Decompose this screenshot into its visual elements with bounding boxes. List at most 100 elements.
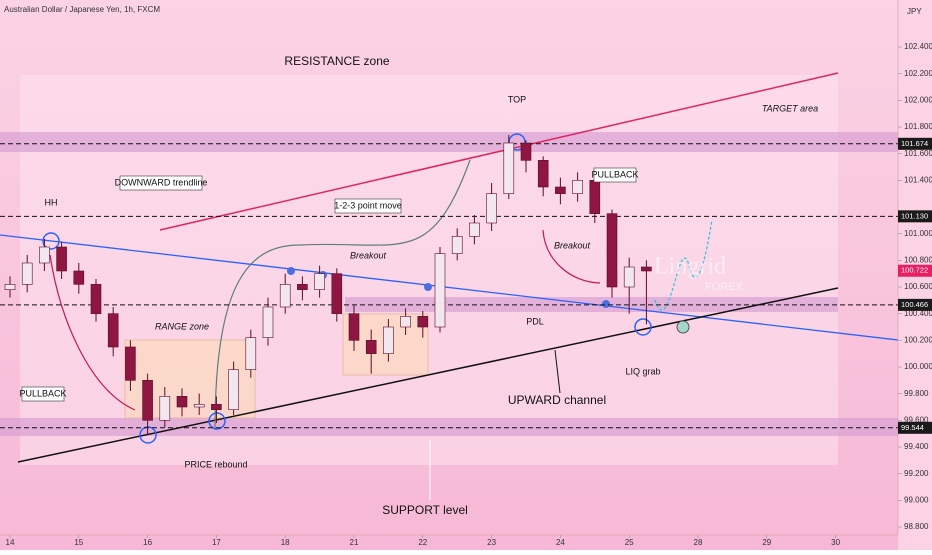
- x-tick-label: 29: [762, 538, 771, 547]
- arrow: [49, 254, 136, 411]
- y-tick-label: 100.200: [904, 335, 932, 344]
- y-tick-label: 99.600: [904, 415, 929, 424]
- last-price-label: 100.722: [901, 266, 928, 275]
- annotation: PULLBACK: [591, 169, 638, 179]
- resistance-line: [159, 72, 839, 231]
- annotation: LIQ grab: [625, 366, 660, 376]
- level-label: 100.466: [901, 300, 928, 309]
- support-band: [0, 418, 898, 436]
- marks: [0, 135, 898, 435]
- candle-body: [297, 284, 308, 290]
- y-tick-label: 101.800: [904, 122, 932, 131]
- annotation: RANGE zone: [155, 321, 209, 331]
- y-tick-label: 99.200: [904, 469, 929, 478]
- x-tick-label: 14: [6, 538, 15, 547]
- candle-body: [193, 404, 205, 408]
- candle-body: [520, 142, 532, 161]
- candle-body: [589, 180, 601, 214]
- last-price-box: [898, 264, 932, 277]
- annotation: DOWNWARD trendline: [115, 177, 208, 187]
- candle-body: [279, 284, 291, 308]
- candle-body: [21, 262, 33, 285]
- x-tick-label: 25: [625, 538, 634, 547]
- x-tick-label: 28: [694, 538, 703, 547]
- x-tick-label: 21: [350, 538, 359, 547]
- candle-body: [176, 396, 188, 408]
- candle-body: [4, 284, 16, 290]
- annotation: RESISTANCE zone: [284, 54, 389, 68]
- candle-body: [641, 266, 652, 272]
- y-tick-label: 100.400: [904, 309, 932, 318]
- point: [287, 267, 295, 275]
- annotation: PRICE rebound: [184, 459, 247, 469]
- annotation: Breakout: [554, 240, 591, 250]
- candle-body: [331, 273, 343, 314]
- candle-body: [434, 253, 446, 328]
- candle-body: [90, 284, 102, 314]
- upward-channel: [17, 287, 839, 463]
- y-tick-label: 102.200: [904, 69, 932, 78]
- annotation: TOP: [508, 94, 526, 104]
- candle-body: [400, 316, 411, 328]
- resistance-band: [0, 132, 898, 152]
- annotation: PULLBACK: [19, 388, 66, 398]
- annotation: Breakout: [350, 250, 387, 260]
- magnifier-icon: [676, 320, 690, 334]
- y-tick-label: 102.400: [904, 42, 932, 51]
- candle-body: [228, 369, 239, 410]
- currency: JPY: [907, 7, 922, 16]
- y-tick-label: 99.000: [904, 495, 929, 504]
- candle-body: [417, 316, 429, 328]
- marker: [42, 232, 60, 250]
- annotation: UPWARD channel: [508, 393, 606, 407]
- annotation: 1-2-3 point move: [334, 200, 402, 210]
- point: [424, 283, 432, 291]
- candle-body: [56, 246, 67, 272]
- candle-body: [606, 213, 618, 288]
- candle-body: [572, 180, 583, 194]
- annotation: HH: [45, 197, 58, 207]
- candle-body: [211, 404, 222, 410]
- x-tick-label: 23: [487, 538, 496, 547]
- candle-body: [469, 222, 480, 237]
- candle-body: [555, 186, 566, 194]
- x-tick-label: 15: [74, 538, 83, 547]
- chart-title: Australian Dollar / Japanese Yen, 1h, FX…: [4, 5, 160, 14]
- watermark-sub: FOREX: [705, 281, 744, 293]
- marker: [634, 318, 652, 336]
- projection: [654, 219, 713, 311]
- level-box: [898, 421, 932, 434]
- pointer: [554, 349, 561, 394]
- y-tick-label: 99.800: [904, 389, 929, 398]
- candle-body: [262, 306, 274, 338]
- level-box: [898, 137, 932, 150]
- y-tick-label: 101.400: [904, 175, 932, 184]
- x-tick-label: 16: [143, 538, 152, 547]
- arrow: [214, 159, 471, 431]
- label-box: [334, 198, 402, 214]
- annotation: SUPPORT level: [382, 503, 468, 517]
- candle-body: [365, 340, 377, 354]
- watermark: Lingrid: [654, 254, 726, 280]
- candle-body: [486, 193, 497, 224]
- x-tick-label: 30: [831, 538, 840, 547]
- annotations: RESISTANCE zone TARGET area TOP HH DOWNW…: [19, 54, 818, 517]
- candle-body: [623, 266, 635, 288]
- y-tick-label: 100.000: [904, 362, 932, 371]
- candle-body: [314, 273, 325, 290]
- plot-area: [0, 72, 898, 500]
- level-label: 101.674: [901, 139, 928, 148]
- y-tick-label: 101.000: [904, 229, 932, 238]
- label-box: [21, 386, 65, 402]
- candle-body: [159, 396, 171, 421]
- downward-trendline: [0, 234, 898, 341]
- y-tick-label: 100.600: [904, 282, 932, 291]
- candle-body: [245, 337, 257, 370]
- x-tick-label: 17: [212, 538, 221, 547]
- y-tick-label: 101.600: [904, 149, 932, 158]
- level-label: 101.130: [901, 211, 928, 220]
- level-box: [898, 210, 932, 223]
- label-box: [593, 167, 637, 183]
- annotation: TARGET area: [762, 103, 818, 113]
